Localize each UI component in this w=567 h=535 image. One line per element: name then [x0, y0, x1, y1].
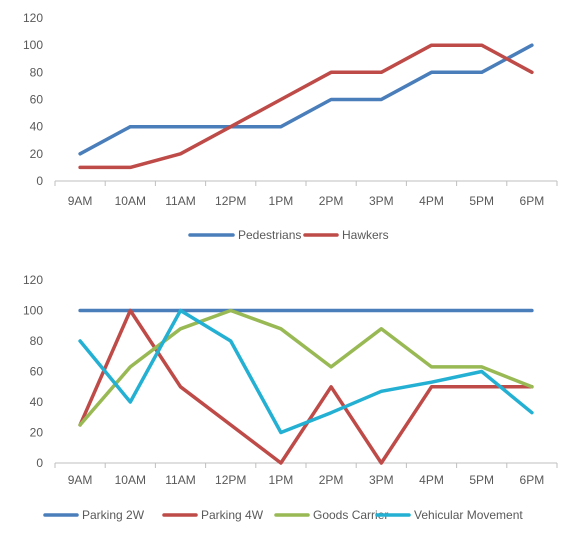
- series-line-goods-carrier: [78, 308, 534, 427]
- x-tick-label-6pm: 6PM: [520, 473, 545, 487]
- x-tick-label-4pm: 4PM: [419, 473, 444, 487]
- y-tick-label: 80: [30, 334, 44, 348]
- legend-item-vehicular-movement: Vehicular Movement: [375, 508, 523, 522]
- y-tick-label: 100: [23, 304, 43, 318]
- x-tick-label-4pm: 4PM: [419, 194, 444, 208]
- series-line-parking-4w: [78, 308, 534, 465]
- x-tick-label-2pm: 2PM: [319, 194, 344, 208]
- x-tick-label-10am: 10AM: [115, 194, 146, 208]
- x-tick-label-5pm: 5PM: [469, 194, 494, 208]
- x-tick-label-9am: 9AM: [68, 473, 93, 487]
- series-line-vehicular-movement: [78, 308, 534, 435]
- y-tick-label: 80: [30, 65, 44, 79]
- x-tick-label-1pm: 1PM: [269, 194, 294, 208]
- x-tick-label-3pm: 3PM: [369, 473, 394, 487]
- legend-label: Parking 4W: [201, 508, 264, 522]
- y-tick-label: 60: [30, 93, 44, 107]
- legend-item-pedestrians: Pedestrians: [188, 228, 301, 242]
- series-line-hawkers: [78, 43, 534, 170]
- y-tick-label: 20: [30, 147, 44, 161]
- x-tick-label-1pm: 1PM: [269, 473, 294, 487]
- y-tick-label: 0: [36, 174, 43, 188]
- y-tick-label: 60: [30, 365, 44, 379]
- x-tick-label-12pm: 12PM: [215, 473, 246, 487]
- legend-label: Vehicular Movement: [414, 508, 523, 522]
- series-line-pedestrians: [78, 43, 534, 156]
- legend-label: Goods Carrier: [313, 508, 388, 522]
- y-tick-label: 40: [30, 395, 44, 409]
- legend-item-parking-2w: Parking 2W: [43, 508, 145, 522]
- x-tick-label-9am: 9AM: [68, 194, 93, 208]
- x-tick-label-6pm: 6PM: [520, 194, 545, 208]
- x-tick-label-3pm: 3PM: [369, 194, 394, 208]
- legend-label: Pedestrians: [238, 228, 301, 242]
- y-tick-label: 120: [23, 273, 43, 287]
- y-tick-label: 120: [23, 11, 43, 25]
- legend-label: Hawkers: [342, 228, 389, 242]
- legend-item-goods-carrier: Goods Carrier: [274, 508, 388, 522]
- y-tick-label: 20: [30, 426, 44, 440]
- y-tick-label: 100: [23, 38, 43, 52]
- x-tick-label-10am: 10AM: [115, 473, 146, 487]
- chart-pedestrians-hawkers: 0 20 40 60 80 100 120 9AM 10AM 11AM 12PM 1PM 2PM 3PM 4…: [23, 11, 558, 242]
- legend-item-parking-4w: Parking 4W: [162, 508, 264, 522]
- x-tick-label-12pm: 12PM: [215, 194, 246, 208]
- x-tick-label-5pm: 5PM: [469, 473, 494, 487]
- chart-parking-vehicles: 0 20 40 60 80 100 120 9AM 10AM 11AM 12PM 1PM 2PM 3PM 4…: [23, 273, 558, 522]
- x-tick-label-11am: 11AM: [165, 473, 195, 487]
- x-tick-label-11am: 11AM: [165, 194, 195, 208]
- x-tick-label-2pm: 2PM: [319, 473, 344, 487]
- legend-item-hawkers: Hawkers: [303, 228, 389, 242]
- legend-label: Parking 2W: [82, 508, 145, 522]
- y-tick-label: 0: [36, 456, 43, 470]
- y-tick-label: 40: [30, 120, 44, 134]
